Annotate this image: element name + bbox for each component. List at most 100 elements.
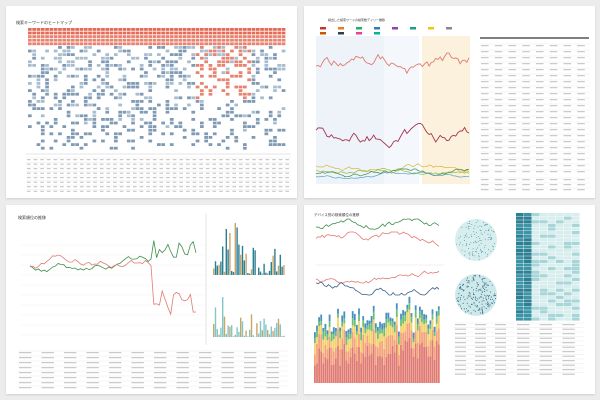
stacked-bar-segment <box>337 308 339 314</box>
stacked-bar-segment <box>377 326 379 332</box>
stacked-bar-segment <box>314 365 316 383</box>
heatmap-cell <box>221 139 226 143</box>
heatmap-cell <box>234 60 239 64</box>
heatmap-cell <box>182 107 187 110</box>
histogram-bar <box>223 271 226 275</box>
stacked-bar-segment <box>339 338 341 350</box>
stacked-bar-segment <box>419 318 421 326</box>
table-cell <box>219 181 223 183</box>
stacked-bar-segment <box>337 345 339 383</box>
table-cell <box>239 190 243 192</box>
heatmap-cell <box>139 125 144 128</box>
table-cell <box>179 168 184 170</box>
table-cell <box>172 159 177 161</box>
matrix-cell <box>532 216 540 220</box>
matrix-cell <box>524 223 532 227</box>
matrix-cell <box>556 310 564 314</box>
matrix-cell <box>540 313 548 317</box>
heatmap-cell <box>45 71 49 74</box>
heatmap-cell <box>212 42 217 46</box>
matrix-cell <box>564 317 572 321</box>
table-cell <box>86 159 91 161</box>
table-cell <box>113 177 117 179</box>
heatmap-cell <box>75 114 79 118</box>
heatmap-cell <box>234 31 239 35</box>
heatmap-cell <box>62 53 67 56</box>
heatmap-cell <box>28 89 32 92</box>
dot <box>473 242 475 244</box>
heatmap-cell <box>40 132 45 136</box>
heatmap-cell <box>165 28 170 31</box>
dot <box>466 277 469 279</box>
table-cell <box>562 364 575 366</box>
table-cell <box>166 186 170 188</box>
heatmap-cell <box>238 74 243 78</box>
table-cell <box>539 364 553 366</box>
dot <box>491 298 493 300</box>
table-cell <box>285 159 290 161</box>
heatmap-cell <box>191 82 196 85</box>
stacked-bar-segment <box>400 319 402 327</box>
stacked-bar-segment <box>351 332 354 348</box>
matrix-cell <box>556 317 564 321</box>
table-cell <box>46 186 51 188</box>
stacked-bar-segment <box>395 344 398 383</box>
table-cell <box>19 382 32 384</box>
heatmap-cell <box>169 64 174 67</box>
heatmap-cell <box>75 31 79 35</box>
heatmap-cell <box>83 78 88 82</box>
heatmap-cell <box>135 82 140 85</box>
stacked-bar-segment <box>370 344 373 354</box>
stacked-bar-segment <box>414 305 417 311</box>
heatmap-cell <box>268 38 273 42</box>
histogram-bar <box>222 246 224 275</box>
table-cell <box>536 63 544 65</box>
heatmap-cell <box>126 42 131 46</box>
histogram-bar <box>258 333 260 337</box>
heatmap-cell <box>79 35 84 38</box>
histogram-bar <box>263 318 265 337</box>
histogram-bar <box>234 222 236 275</box>
heatmap-cell <box>281 35 286 38</box>
dot <box>481 308 483 311</box>
dot <box>490 238 492 240</box>
matrix-cell <box>516 227 524 231</box>
table-cell <box>272 181 276 183</box>
table-cell <box>225 168 230 170</box>
table-cell <box>46 181 51 183</box>
histogram-bar <box>268 270 271 275</box>
heatmap-cell <box>221 28 226 31</box>
table-cell <box>225 181 230 183</box>
table-cell <box>119 190 124 192</box>
table-cell <box>73 177 78 179</box>
matrix-cell <box>556 259 564 263</box>
panel-rank-trend[interactable]: 検索順位の推移 <box>6 205 297 394</box>
dot <box>486 299 488 301</box>
heatmap-cell <box>225 28 230 31</box>
heatmap-cell <box>165 71 170 74</box>
panel-device-rank[interactable]: デバイス別の検索順位の推移 <box>304 205 595 394</box>
heatmap-cell <box>157 46 161 49</box>
dot <box>477 284 480 286</box>
heatmap-cell <box>62 143 67 146</box>
table-cell <box>232 172 237 174</box>
matrix-cell <box>556 216 564 220</box>
matrix-cell <box>524 303 532 307</box>
heatmap-cell <box>40 146 45 150</box>
table-cell <box>53 186 58 188</box>
table-cell <box>205 168 210 170</box>
panel-daily-trend[interactable]: 検出した検索ワードの検索数デイリー推移 <box>304 6 595 198</box>
stacked-bar-segment <box>360 352 362 364</box>
heatmap-cell <box>260 38 264 42</box>
dot <box>492 248 494 250</box>
dot <box>481 303 483 305</box>
heatmap-cell <box>32 38 36 42</box>
dot <box>491 284 493 286</box>
table-cell <box>522 135 530 137</box>
panel-heatmap[interactable]: 検索キーワードのヒートマップ <box>6 6 297 198</box>
table-cell <box>272 168 276 170</box>
matrix-cell <box>516 245 524 249</box>
heatmap-cell <box>45 49 49 53</box>
heatmap-cell <box>187 82 191 85</box>
table-cell <box>563 165 572 167</box>
